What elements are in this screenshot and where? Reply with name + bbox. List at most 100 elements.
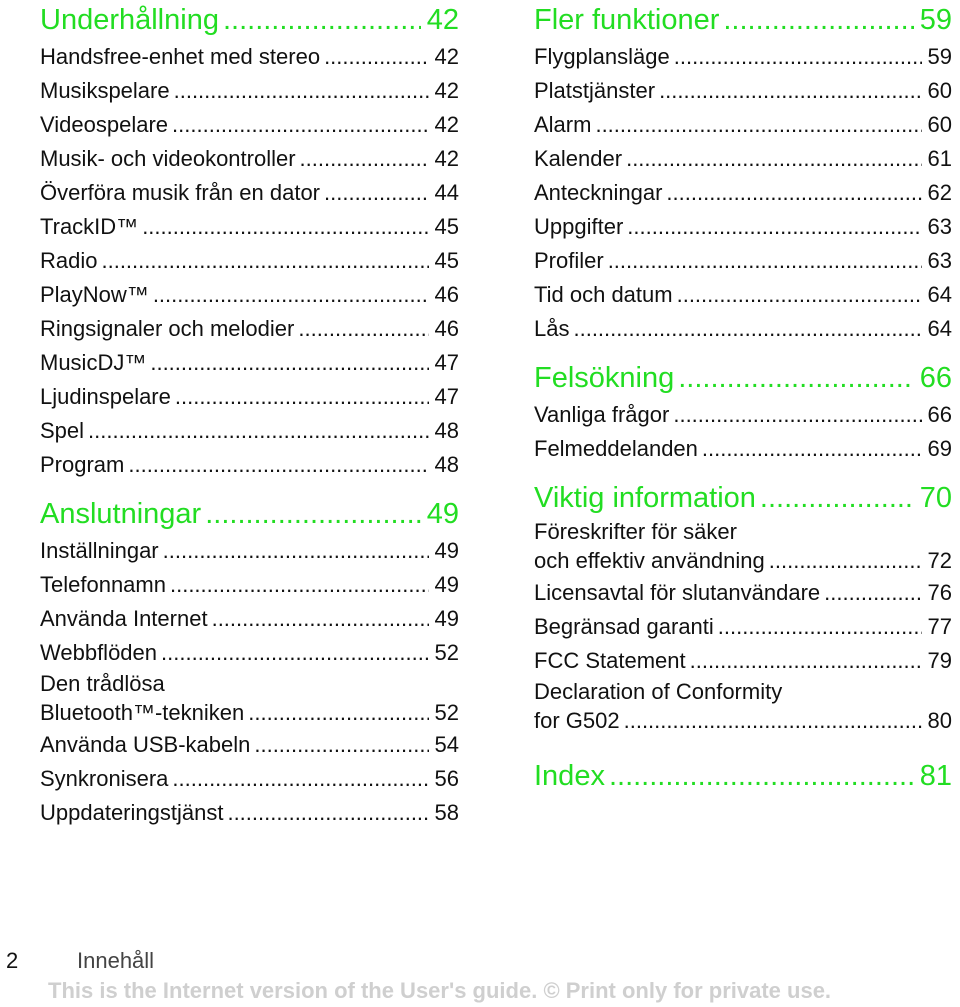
toc-entry-page: 80 <box>927 708 952 733</box>
toc-entry-label: Platstjänster <box>534 78 656 103</box>
toc-entry-anvanda-internet[interactable]: Använda Internet 49 <box>40 602 459 636</box>
dot-leader <box>690 644 922 678</box>
toc-entry-uppgifter[interactable]: Uppgifter 63 <box>534 210 952 244</box>
toc-entry-musikspelare[interactable]: Musikspelare 42 <box>40 74 459 108</box>
toc-entry-musik-och-videokontroller[interactable]: Musik- och videokontroller 42 <box>40 142 459 176</box>
toc-entry-platstjanster[interactable]: Platstjänster 60 <box>534 74 952 108</box>
toc-entry-flygplanslage[interactable]: Flygplansläge 59 <box>534 40 952 74</box>
toc-entry-page: 64 <box>927 282 952 307</box>
toc-entry-label-continued: Bluetooth™-tekniken <box>40 700 245 725</box>
toc-entry-tid-och-datum[interactable]: Tid och datum 64 <box>534 278 952 312</box>
toc-entry-page: 69 <box>927 436 952 461</box>
toc-entry-musicdj[interactable]: MusicDJ™ 47 <box>40 346 459 380</box>
toc-entry-declaration-of-conformity[interactable]: Declaration of Conformity for G502 80 <box>534 678 952 736</box>
dot-leader <box>175 380 429 414</box>
toc-entry-label: Telefonnamn <box>40 572 166 597</box>
toc-entry-anvanda-usb-kabeln[interactable]: Använda USB-kabeln 54 <box>40 728 459 762</box>
toc-entry-alarm[interactable]: Alarm 60 <box>534 108 952 142</box>
toc-entry-synkronisera[interactable]: Synkronisera 56 <box>40 762 459 796</box>
dot-leader <box>627 210 921 244</box>
toc-entry-licensavtal-for-slutanvandare[interactable]: Licensavtal för slutanvändare 76 <box>534 576 952 610</box>
toc-entry-foreskrifter-for-saker[interactable]: Föreskrifter för säker och effektiv använ… <box>534 518 952 576</box>
toc-entry-page: 76 <box>927 580 952 605</box>
toc-entry-ringsignaler-och-melodier[interactable]: Ringsignaler och melodier 46 <box>40 312 459 346</box>
toc-entry-telefonnamn[interactable]: Telefonnamn 49 <box>40 568 459 602</box>
toc-entry-begransad-garanti[interactable]: Begränsad garanti 77 <box>534 610 952 644</box>
toc-heading-label: Fler funktioner <box>534 4 720 36</box>
toc-entry-page: 47 <box>434 350 459 375</box>
toc-entry-label: Musik- och videokontroller <box>40 146 296 171</box>
toc-heading-anslutningar[interactable]: Anslutningar 49 <box>40 494 459 534</box>
toc-entry-label: TrackID™ <box>40 214 139 239</box>
toc-entry-label: Declaration of Conformity <box>534 679 783 704</box>
toc-entry-videospelare[interactable]: Videospelare 42 <box>40 108 459 142</box>
toc-heading-label: Felsökning <box>534 362 675 394</box>
toc-entry-page: 52 <box>434 700 459 725</box>
toc-entry-felmeddelanden[interactable]: Felmeddelanden 69 <box>534 432 952 466</box>
dot-leader <box>174 74 429 108</box>
toc-section: Fler funktioner 59 Flygplansläge 59 Platstjä… <box>534 0 952 346</box>
dot-leader <box>248 698 428 728</box>
toc-entry-handsfree-enhet-med-stereo[interactable]: Handsfree-enhet med stereo 42 <box>40 40 459 74</box>
toc-entry-page: 42 <box>434 112 459 137</box>
toc-entry-page: 63 <box>927 248 952 273</box>
toc-entry-page: 49 <box>434 572 459 597</box>
dot-leader <box>608 244 922 278</box>
dot-leader <box>324 176 429 210</box>
dot-leader <box>666 176 921 210</box>
toc-section: Viktig information 70 Föreskrifter för säk… <box>534 478 952 736</box>
toc-entry-label: PlayNow™ <box>40 282 149 307</box>
toc-section: Anslutningar49Inställningar49Telefonnamn… <box>40 494 459 830</box>
toc-entry-las[interactable]: Lås 64 <box>534 312 952 346</box>
toc-entry-program[interactable]: Program 48 <box>40 448 459 482</box>
toc-entry-den-tradlosa[interactable]: Den trådlösa Bluetooth™-tekniken 52 <box>40 670 459 728</box>
dot-leader <box>298 312 428 346</box>
toc-entry-fcc-statement[interactable]: FCC Statement 79 <box>534 644 952 678</box>
toc-entry-webbfloden[interactable]: Webbflöden 52 <box>40 636 459 670</box>
dot-leader <box>142 210 428 244</box>
toc-entry-uppdateringstjanst[interactable]: Uppdateringstjänst 58 <box>40 796 459 830</box>
toc-entry-spel[interactable]: Spel 48 <box>40 414 459 448</box>
dot-leader <box>673 398 921 432</box>
toc-heading-felsokning[interactable]: Felsökning 66 <box>534 358 952 398</box>
toc-entry-label: Tid och datum <box>534 282 673 307</box>
dot-leader <box>678 358 913 398</box>
toc-entry-page: 42 <box>434 44 459 69</box>
dot-leader <box>324 40 428 74</box>
toc-entry-label: Begränsad garanti <box>534 614 714 639</box>
toc-entry-playnow[interactable]: PlayNow™ 46 <box>40 278 459 312</box>
toc-entry-vanliga-fragor[interactable]: Vanliga frågor 66 <box>534 398 952 432</box>
toc-entry-profiler[interactable]: Profiler 63 <box>534 244 952 278</box>
dot-leader <box>205 494 421 534</box>
toc-entry-label: Handsfree-enhet med stereo <box>40 44 321 69</box>
dot-leader <box>227 796 428 830</box>
toc-heading-page: 70 <box>919 482 952 514</box>
toc-heading-page: 66 <box>919 362 952 394</box>
toc-entry-radio[interactable]: Radio 45 <box>40 244 459 278</box>
toc-entry-kalender[interactable]: Kalender 61 <box>534 142 952 176</box>
toc-heading-fler-funktioner[interactable]: Fler funktioner 59 <box>534 0 952 40</box>
toc-entry-page: 58 <box>434 800 459 825</box>
toc-heading-index[interactable]: Index 81 <box>534 756 952 796</box>
dot-leader <box>595 108 921 142</box>
toc-entry-page: 48 <box>434 452 459 477</box>
toc-entry-label: Program <box>40 452 125 477</box>
toc-entry-label: Videospelare <box>40 112 169 137</box>
toc-entry-ljudinspelare[interactable]: Ljudinspelare 47 <box>40 380 459 414</box>
toc-entry-label: Den trådlösa <box>40 671 165 696</box>
toc-entry-page: 60 <box>927 112 952 137</box>
dot-leader <box>702 432 922 466</box>
toc-entry-label: Använda Internet <box>40 606 208 631</box>
toc-entry-anteckningar[interactable]: Anteckningar 62 <box>534 176 952 210</box>
toc-entry-page: 44 <box>434 180 459 205</box>
toc-entry-page: 54 <box>434 732 459 757</box>
toc-entry-overfora-musik-fran-en-dator[interactable]: Överföra musik från en dator 44 <box>40 176 459 210</box>
toc-entry-installningar[interactable]: Inställningar 49 <box>40 534 459 568</box>
toc-heading-page: 81 <box>919 760 952 792</box>
toc-entry-label: Ringsignaler och melodier <box>40 316 295 341</box>
toc-heading-viktig-information[interactable]: Viktig information 70 <box>534 478 952 518</box>
toc-entry-label: Radio <box>40 248 98 273</box>
toc-heading-underhallning[interactable]: Underhållning 42 <box>40 0 459 40</box>
dot-leader <box>172 108 428 142</box>
toc-entry-trackid[interactable]: TrackID™ 45 <box>40 210 459 244</box>
